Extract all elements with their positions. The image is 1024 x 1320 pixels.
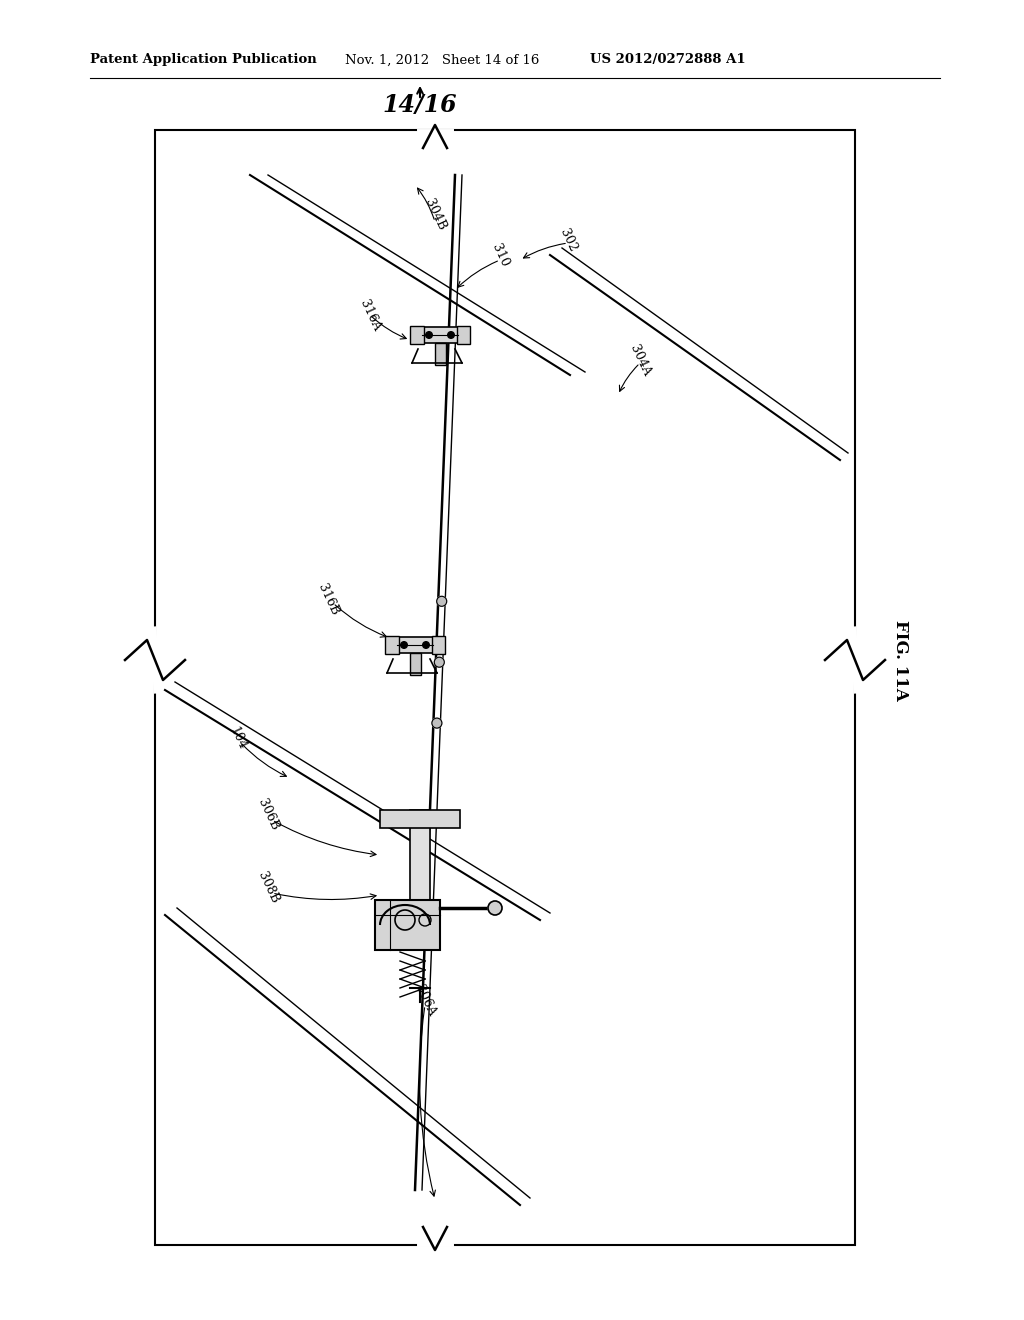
Circle shape xyxy=(426,331,432,338)
Bar xyxy=(410,652,421,675)
Circle shape xyxy=(447,331,455,338)
Text: US 2012/0272888 A1: US 2012/0272888 A1 xyxy=(590,54,745,66)
Bar xyxy=(394,638,436,652)
Text: 104: 104 xyxy=(227,725,249,751)
Text: 316B: 316B xyxy=(315,582,341,618)
Text: 310: 310 xyxy=(489,242,511,269)
Text: Patent Application Publication: Patent Application Publication xyxy=(90,54,316,66)
Circle shape xyxy=(436,597,446,606)
Bar xyxy=(410,810,430,909)
Text: 304B: 304B xyxy=(422,197,447,232)
Text: 306B: 306B xyxy=(255,797,281,833)
Circle shape xyxy=(400,642,408,648)
Bar xyxy=(431,636,444,653)
Circle shape xyxy=(434,657,444,667)
Bar xyxy=(385,636,398,653)
Text: 304A: 304A xyxy=(627,342,653,378)
Text: 308B: 308B xyxy=(255,870,281,906)
Text: 306A: 306A xyxy=(412,982,438,1018)
Bar xyxy=(380,810,460,828)
Circle shape xyxy=(432,718,442,729)
Text: 14/16: 14/16 xyxy=(383,92,458,117)
Bar xyxy=(419,327,461,343)
Text: 316A: 316A xyxy=(357,297,383,333)
Bar xyxy=(434,343,445,364)
Text: 302: 302 xyxy=(557,227,579,253)
Bar xyxy=(155,129,855,1245)
Circle shape xyxy=(423,642,429,648)
Text: FIG. 11A: FIG. 11A xyxy=(892,619,908,701)
Text: Nov. 1, 2012   Sheet 14 of 16: Nov. 1, 2012 Sheet 14 of 16 xyxy=(345,54,540,66)
Bar xyxy=(375,900,440,950)
Bar xyxy=(457,326,470,343)
Bar xyxy=(411,326,424,343)
Circle shape xyxy=(488,902,502,915)
